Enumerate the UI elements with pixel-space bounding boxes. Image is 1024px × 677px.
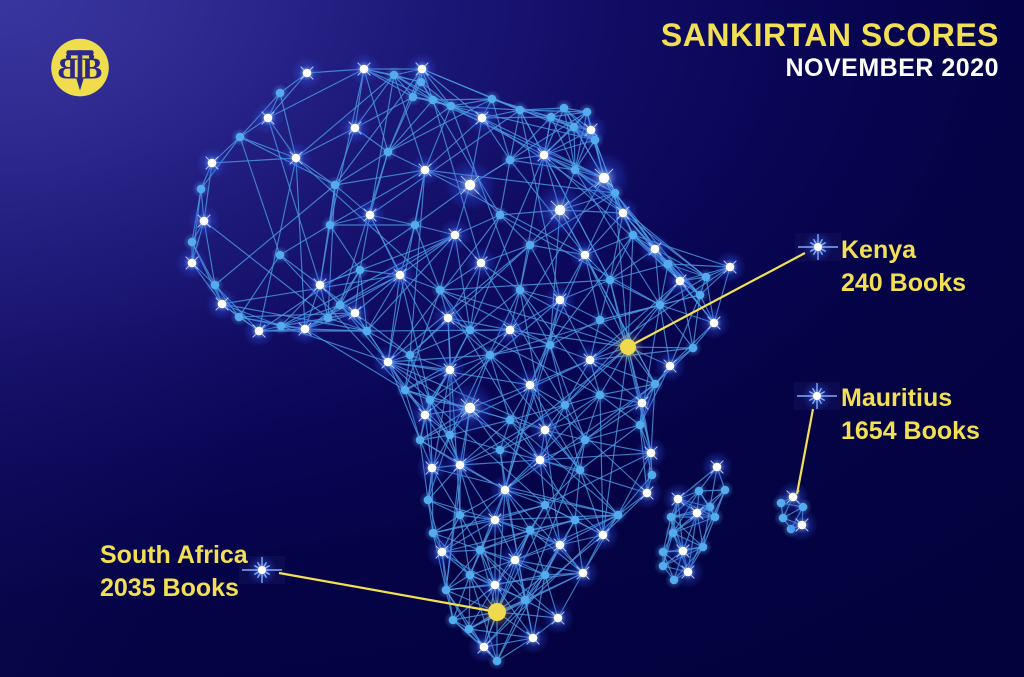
logo-pen-curl-right bbox=[88, 54, 95, 60]
score-label-kenya: Kenya 240 Books bbox=[841, 234, 966, 300]
south-africa-leader-line bbox=[278, 571, 498, 614]
kenya-callout bbox=[612, 232, 841, 363]
kenya-leader-line bbox=[627, 252, 806, 348]
bbt-logo: B B bbox=[51, 38, 109, 97]
kenya-map-marker bbox=[620, 339, 636, 355]
country-name: South Africa bbox=[100, 541, 248, 569]
logo-pen-stem bbox=[77, 50, 83, 80]
country-name: Kenya bbox=[841, 236, 917, 264]
logo-pen-nib bbox=[76, 77, 84, 91]
mauritius-leader-line bbox=[795, 408, 815, 495]
books-count: 2035 Books bbox=[100, 574, 239, 602]
logo-letter-left: B bbox=[58, 51, 78, 85]
mesh-nodes bbox=[176, 53, 818, 670]
south-africa-map-marker bbox=[488, 603, 506, 621]
books-count: 1654 Books bbox=[841, 417, 980, 445]
page-title: SANKIRTAN SCORES bbox=[660, 17, 999, 53]
kenya-star-icon bbox=[798, 232, 838, 262]
title-block: SANKIRTAN SCORES NOVEMBER 2020 bbox=[661, 18, 999, 82]
logo-letter-right: B bbox=[82, 51, 102, 85]
leader-lines bbox=[239, 232, 841, 628]
country-name: Mauritius bbox=[841, 384, 953, 412]
logo-monogram: B B bbox=[58, 50, 102, 91]
logo-pen-curl-left bbox=[65, 54, 72, 60]
mauritius-star-icon bbox=[797, 381, 837, 411]
south-africa-callout bbox=[239, 555, 513, 628]
score-label-south-africa: South Africa 2035 Books bbox=[100, 539, 248, 605]
score-label-mauritius: Mauritius 1654 Books bbox=[841, 382, 980, 448]
books-count: 240 Books bbox=[841, 269, 967, 297]
mauritius-callout bbox=[794, 381, 840, 495]
page-subtitle: NOVEMBER 2020 bbox=[785, 54, 999, 82]
south-africa-star-icon bbox=[242, 555, 282, 585]
